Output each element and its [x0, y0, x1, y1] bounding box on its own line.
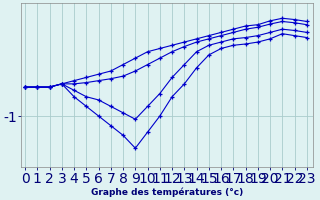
X-axis label: Graphe des températures (°c): Graphe des températures (°c) — [91, 187, 243, 197]
